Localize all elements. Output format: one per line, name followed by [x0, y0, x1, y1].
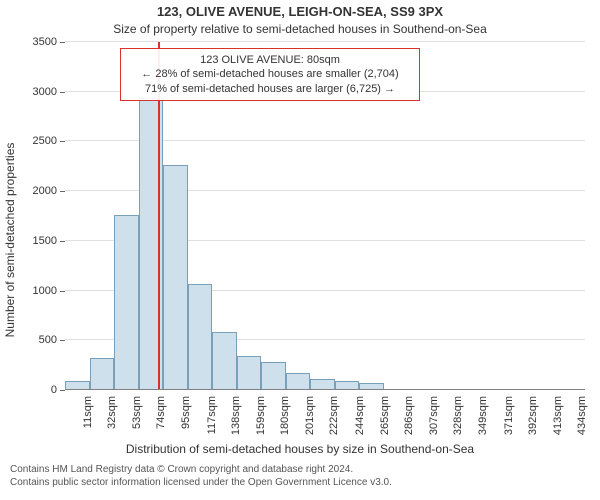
histogram-bar [114, 215, 139, 390]
y-tick-label: 1500 [25, 235, 57, 247]
x-tick-label: 413sqm [552, 396, 564, 446]
gridline [65, 41, 585, 42]
x-tick-label: 349sqm [477, 396, 489, 446]
x-tick-label: 11sqm [82, 396, 94, 446]
histogram-bar [212, 332, 237, 390]
y-tick-mark [60, 141, 65, 142]
x-tick-label: 53sqm [131, 396, 143, 446]
y-tick-mark [60, 241, 65, 242]
footer-attribution: Contains HM Land Registry data © Crown c… [10, 464, 392, 489]
y-tick-mark [60, 390, 65, 391]
annotation-line1: 123 OLIVE AVENUE: 80sqm [129, 53, 411, 67]
histogram-bar [188, 284, 213, 390]
x-tick-label: 307sqm [428, 396, 440, 446]
y-tick-label: 0 [25, 384, 57, 396]
footer-line2: Contains public sector information licen… [10, 477, 392, 490]
histogram-bar [286, 373, 311, 390]
x-tick-label: 159sqm [255, 396, 267, 446]
chart-title: 123, OLIVE AVENUE, LEIGH-ON-SEA, SS9 3PX [0, 4, 600, 19]
x-tick-label: 180sqm [279, 396, 291, 446]
y-tick-label: 1000 [25, 285, 57, 297]
y-tick-mark [60, 340, 65, 341]
x-tick-label: 286sqm [403, 396, 415, 446]
x-tick-label: 32sqm [106, 396, 118, 446]
x-tick-label: 244sqm [354, 396, 366, 446]
chart-subtitle: Size of property relative to semi-detach… [0, 22, 600, 36]
y-tick-label: 2000 [25, 185, 57, 197]
y-tick-mark [60, 291, 65, 292]
x-axis-line [65, 389, 585, 390]
x-tick-label: 74sqm [155, 396, 167, 446]
annotation-line3: 71% of semi-detached houses are larger (… [129, 82, 411, 96]
y-tick-label: 500 [25, 334, 57, 346]
x-tick-label: 117sqm [206, 396, 218, 446]
histogram-bar [237, 356, 262, 390]
histogram-bar [163, 165, 188, 390]
x-tick-label: 265sqm [379, 396, 391, 446]
footer-line1: Contains HM Land Registry data © Crown c… [10, 464, 392, 477]
y-tick-mark [60, 42, 65, 43]
y-tick-mark [60, 92, 65, 93]
x-tick-label: 95sqm [180, 396, 192, 446]
histogram-bar [90, 358, 115, 390]
y-axis-label: Number of semi-detached properties [3, 143, 17, 338]
y-tick-label: 2500 [25, 135, 57, 147]
x-tick-label: 434sqm [576, 396, 588, 446]
x-tick-label: 201sqm [304, 396, 316, 446]
x-axis-label: Distribution of semi-detached houses by … [0, 442, 600, 456]
x-tick-label: 392sqm [527, 396, 539, 446]
x-tick-label: 371sqm [503, 396, 515, 446]
y-tick-label: 3000 [25, 86, 57, 98]
y-tick-label: 3500 [25, 36, 57, 48]
histogram-bar [261, 362, 286, 390]
x-tick-label: 328sqm [452, 396, 464, 446]
x-tick-label: 138sqm [230, 396, 242, 446]
x-tick-label: 222sqm [328, 396, 340, 446]
annotation-box: 123 OLIVE AVENUE: 80sqm ← 28% of semi-de… [120, 48, 420, 101]
annotation-line2: ← 28% of semi-detached houses are smalle… [129, 67, 411, 81]
y-tick-mark [60, 191, 65, 192]
